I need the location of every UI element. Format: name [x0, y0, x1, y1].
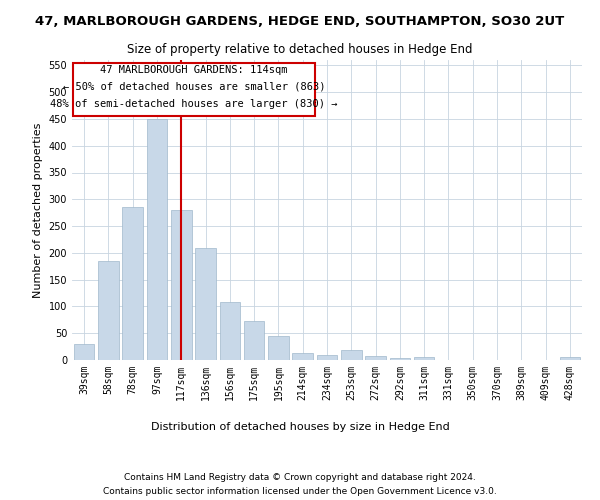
Bar [389, 358, 410, 360]
Bar [414, 358, 434, 360]
Bar [74, 344, 94, 360]
Bar [220, 302, 240, 360]
FancyBboxPatch shape [73, 62, 315, 116]
Bar [341, 350, 362, 360]
Bar [365, 356, 386, 360]
Bar [244, 322, 265, 360]
Bar [146, 119, 167, 360]
Text: Contains public sector information licensed under the Open Government Licence v3: Contains public sector information licen… [103, 488, 497, 496]
Text: 48% of semi-detached houses are larger (830) →: 48% of semi-detached houses are larger (… [50, 99, 338, 109]
Text: Size of property relative to detached houses in Hedge End: Size of property relative to detached ho… [127, 42, 473, 56]
Bar [171, 210, 191, 360]
Bar [292, 353, 313, 360]
Bar [268, 336, 289, 360]
Text: Contains HM Land Registry data © Crown copyright and database right 2024.: Contains HM Land Registry data © Crown c… [124, 472, 476, 482]
Y-axis label: Number of detached properties: Number of detached properties [33, 122, 43, 298]
Text: Distribution of detached houses by size in Hedge End: Distribution of detached houses by size … [151, 422, 449, 432]
Bar [560, 358, 580, 360]
Bar [195, 248, 216, 360]
Bar [317, 354, 337, 360]
Bar [98, 261, 119, 360]
Bar [122, 208, 143, 360]
Text: ← 50% of detached houses are smaller (863): ← 50% of detached houses are smaller (86… [63, 82, 325, 92]
Text: 47, MARLBOROUGH GARDENS, HEDGE END, SOUTHAMPTON, SO30 2UT: 47, MARLBOROUGH GARDENS, HEDGE END, SOUT… [35, 15, 565, 28]
Text: 47 MARLBOROUGH GARDENS: 114sqm: 47 MARLBOROUGH GARDENS: 114sqm [100, 64, 288, 74]
